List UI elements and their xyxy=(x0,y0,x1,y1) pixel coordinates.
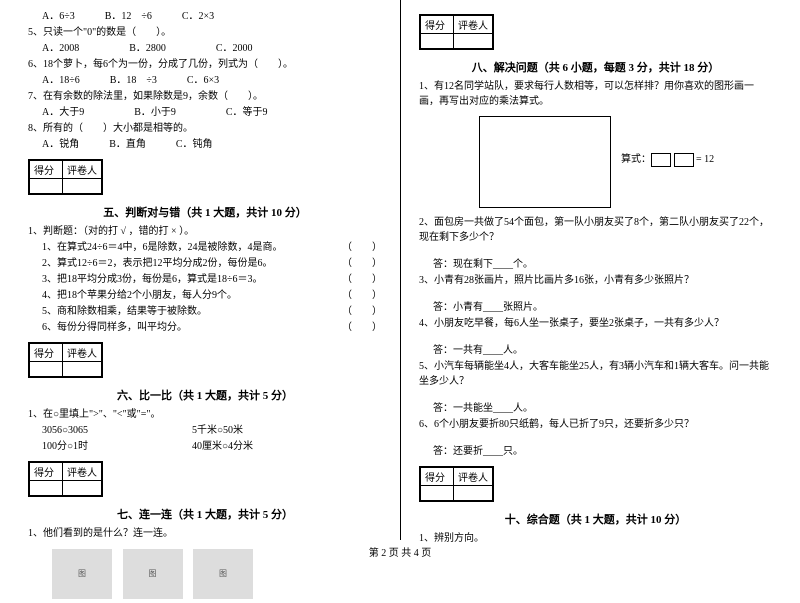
score-label: 得分 xyxy=(30,344,63,362)
sec7-q1: 1、他们看到的是什么？连一连。 xyxy=(28,526,382,541)
paren: （ ） xyxy=(342,320,382,335)
q5-options: A．2008 B．2800 C．2000 xyxy=(28,41,382,56)
sec5-i5: 5、商和除数相乘，结果等于被除数。（ ） xyxy=(28,304,382,319)
q4-options: A．6÷3 B．12 ÷6 C．2×3 xyxy=(28,9,382,24)
blank-box xyxy=(674,153,694,167)
sec8-q3: 3、小青有28张画片，照片比画片多16张，小青有多少张照片？ xyxy=(419,273,772,288)
sec5-i1: 1、在算式24÷6＝4中，6是除数，24是被除数，4是商。（ ） xyxy=(28,240,382,255)
sec8-a6: 答：还要折____只。 xyxy=(419,444,772,459)
grader-label: 评卷人 xyxy=(63,161,102,179)
q8-options: A．锐角 B．直角 C．钝角 xyxy=(28,137,382,152)
section-8-title: 八、解决问题（共 6 小题，每题 3 分，共计 18 分） xyxy=(419,59,772,75)
score-box-6: 得分评卷人 xyxy=(28,342,103,378)
section-10-title: 十、综合题（共 1 大题，共计 10 分） xyxy=(419,511,772,527)
score-box-10: 得分评卷人 xyxy=(419,466,494,502)
sec5-q1: 1、判断题：（对的打 √ ，错的打 × ）。 xyxy=(28,224,382,239)
drawing-box xyxy=(479,116,611,208)
grader-label: 评卷人 xyxy=(454,16,493,34)
paren: （ ） xyxy=(342,256,382,271)
q6: 6、18个萝卜，每6个为一份，分成了几份，列式为（ ）。 xyxy=(28,57,382,72)
score-label: 得分 xyxy=(30,463,63,481)
grader-label: 评卷人 xyxy=(63,344,102,362)
sec8-a3: 答：小青有____张照片。 xyxy=(419,300,772,315)
score-box-8: 得分评卷人 xyxy=(419,14,494,50)
sec6-q1: 1、在○里填上">"、"<"或"="。 xyxy=(28,407,382,422)
score-box-5: 得分评卷人 xyxy=(28,159,103,195)
q6-options: A．18÷6 B．18 ÷3 C．6×3 xyxy=(28,73,382,88)
q8: 8、所有的（ ）大小都是相等的。 xyxy=(28,121,382,136)
blank-box xyxy=(651,153,671,167)
score-label: 得分 xyxy=(421,16,454,34)
q7: 7、在有余数的除法里，如果除数是9，余数（ ）。 xyxy=(28,89,382,104)
sec5-i3: 3、把18平均分成3份，每份是6，算式是18÷6＝3。（ ） xyxy=(28,272,382,287)
section-7-title: 七、连一连（共 1 大题，共计 5 分） xyxy=(28,506,382,522)
sec8-a4: 答：一共有____人。 xyxy=(419,343,772,358)
sec8-q1: 1、有12名同学站队，要求每行人数相等，可以怎样排？用你喜欢的图形画一画，再写出… xyxy=(419,79,772,109)
q5: 5、只读一个"0"的数是（ ）。 xyxy=(28,25,382,40)
section-5-title: 五、判断对与错（共 1 大题，共计 10 分） xyxy=(28,204,382,220)
section-6-title: 六、比一比（共 1 大题，共计 5 分） xyxy=(28,387,382,403)
sec8-a2: 答：现在剩下____个。 xyxy=(419,257,772,272)
paren: （ ） xyxy=(342,288,382,303)
sec5-i4: 4、把18个苹果分给2个小朋友，每人分9个。（ ） xyxy=(28,288,382,303)
sec8-q2: 2、面包房一共做了54个面包，第一队小朋友买了8个，第二队小朋友买了22个，现在… xyxy=(419,215,772,245)
sec8-q6: 6、6个小朋友要折80只纸鹤，每人已折了9只，还要折多少只？ xyxy=(419,417,772,432)
sec5-i6: 6、每份分得同样多，叫平均分。（ ） xyxy=(28,320,382,335)
score-label: 得分 xyxy=(421,468,454,486)
formula: 算式： = 12 xyxy=(621,110,714,167)
paren: （ ） xyxy=(342,304,382,319)
page-footer: 第 2 页 共 4 页 xyxy=(0,544,800,559)
sec8-a5: 答：一共能坐____人。 xyxy=(419,401,772,416)
grader-label: 评卷人 xyxy=(63,463,102,481)
sec8-q5: 5、小汽车每辆能坐4人，大客车能坐25人，有3辆小汽车和1辆大客车。问一共能坐多… xyxy=(419,359,772,389)
paren: （ ） xyxy=(342,240,382,255)
grader-label: 评卷人 xyxy=(454,468,493,486)
sec6-row2: 100分○1时40厘米○4分米 xyxy=(28,439,382,454)
score-box-7: 得分评卷人 xyxy=(28,461,103,497)
score-label: 得分 xyxy=(30,161,63,179)
sec5-i2: 2、算式12÷6＝2，表示把12平均分成2份，每份是6。（ ） xyxy=(28,256,382,271)
q7-options: A．大于9 B．小于9 C．等于9 xyxy=(28,105,382,120)
sec8-q4: 4、小朋友吃早餐，每6人坐一张桌子，要坐2张桌子，一共有多少人？ xyxy=(419,316,772,331)
sec6-row1: 3056○30655千米○50米 xyxy=(28,423,382,438)
paren: （ ） xyxy=(342,272,382,287)
sec8-draw-area: 算式： = 12 xyxy=(419,110,772,214)
